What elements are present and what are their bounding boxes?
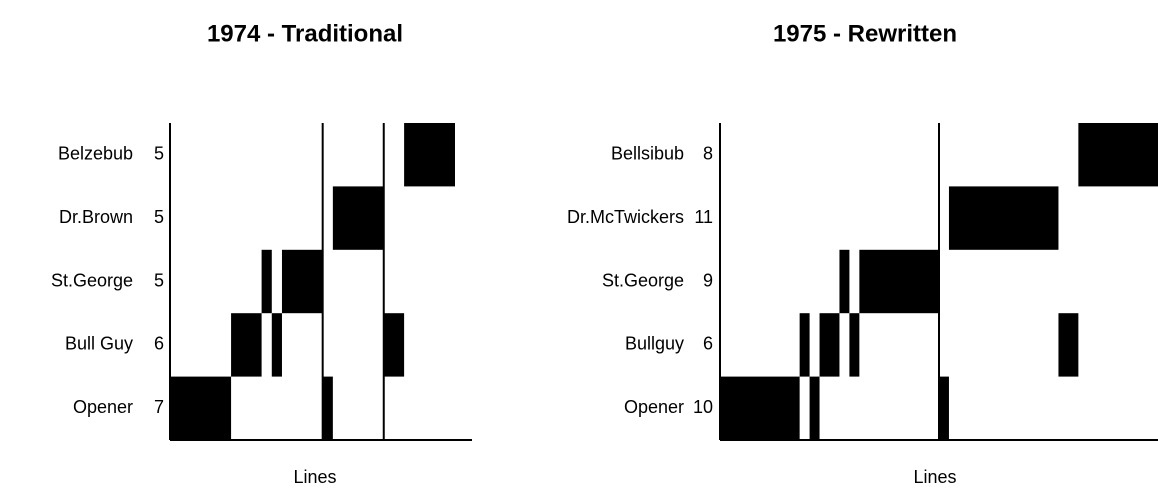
line-span xyxy=(839,249,850,314)
row-name: Opener xyxy=(73,397,133,417)
x-axis-label: Lines xyxy=(913,467,956,487)
row-name: St.George xyxy=(602,270,684,290)
line-span xyxy=(849,313,860,377)
line-span xyxy=(383,313,405,377)
row-count: 5 xyxy=(154,270,164,290)
row-name: Dr.McTwickers xyxy=(567,207,684,227)
row-name: Bellsibub xyxy=(611,143,684,163)
line-span xyxy=(1058,313,1079,377)
row-count: 7 xyxy=(154,397,164,417)
row-count: 11 xyxy=(694,207,713,227)
row-count: 6 xyxy=(154,334,164,354)
line-span xyxy=(261,249,272,314)
line-span xyxy=(799,313,810,377)
row-count: 5 xyxy=(154,143,164,163)
line-span xyxy=(1078,123,1158,187)
line-span xyxy=(859,249,939,314)
line-span xyxy=(809,376,820,440)
row-name: Bull Guy xyxy=(65,334,133,354)
row-name: Bullguy xyxy=(625,334,684,354)
row-name: Opener xyxy=(624,397,684,417)
line-span xyxy=(720,376,800,440)
row-name: St.George xyxy=(51,270,133,290)
row-count: 6 xyxy=(703,334,713,354)
line-span xyxy=(322,376,333,440)
line-span xyxy=(271,313,282,377)
row-name: Belzebub xyxy=(58,143,133,163)
line-span xyxy=(939,376,949,440)
line-span xyxy=(281,249,323,314)
chart-title: 1974 - Traditional xyxy=(207,20,403,47)
row-count: 9 xyxy=(703,270,713,290)
line-span xyxy=(170,376,232,440)
row-count: 5 xyxy=(154,207,164,227)
x-axis-label: Lines xyxy=(293,467,336,487)
line-span xyxy=(231,313,262,377)
line-span xyxy=(332,186,384,250)
line-span xyxy=(948,186,1059,250)
row-count: 8 xyxy=(703,143,713,163)
row-count: 10 xyxy=(693,397,713,417)
row-name: Dr.Brown xyxy=(59,207,133,227)
chart-title: 1975 - Rewritten xyxy=(773,20,957,47)
line-span xyxy=(404,123,455,187)
line-span xyxy=(819,313,840,377)
